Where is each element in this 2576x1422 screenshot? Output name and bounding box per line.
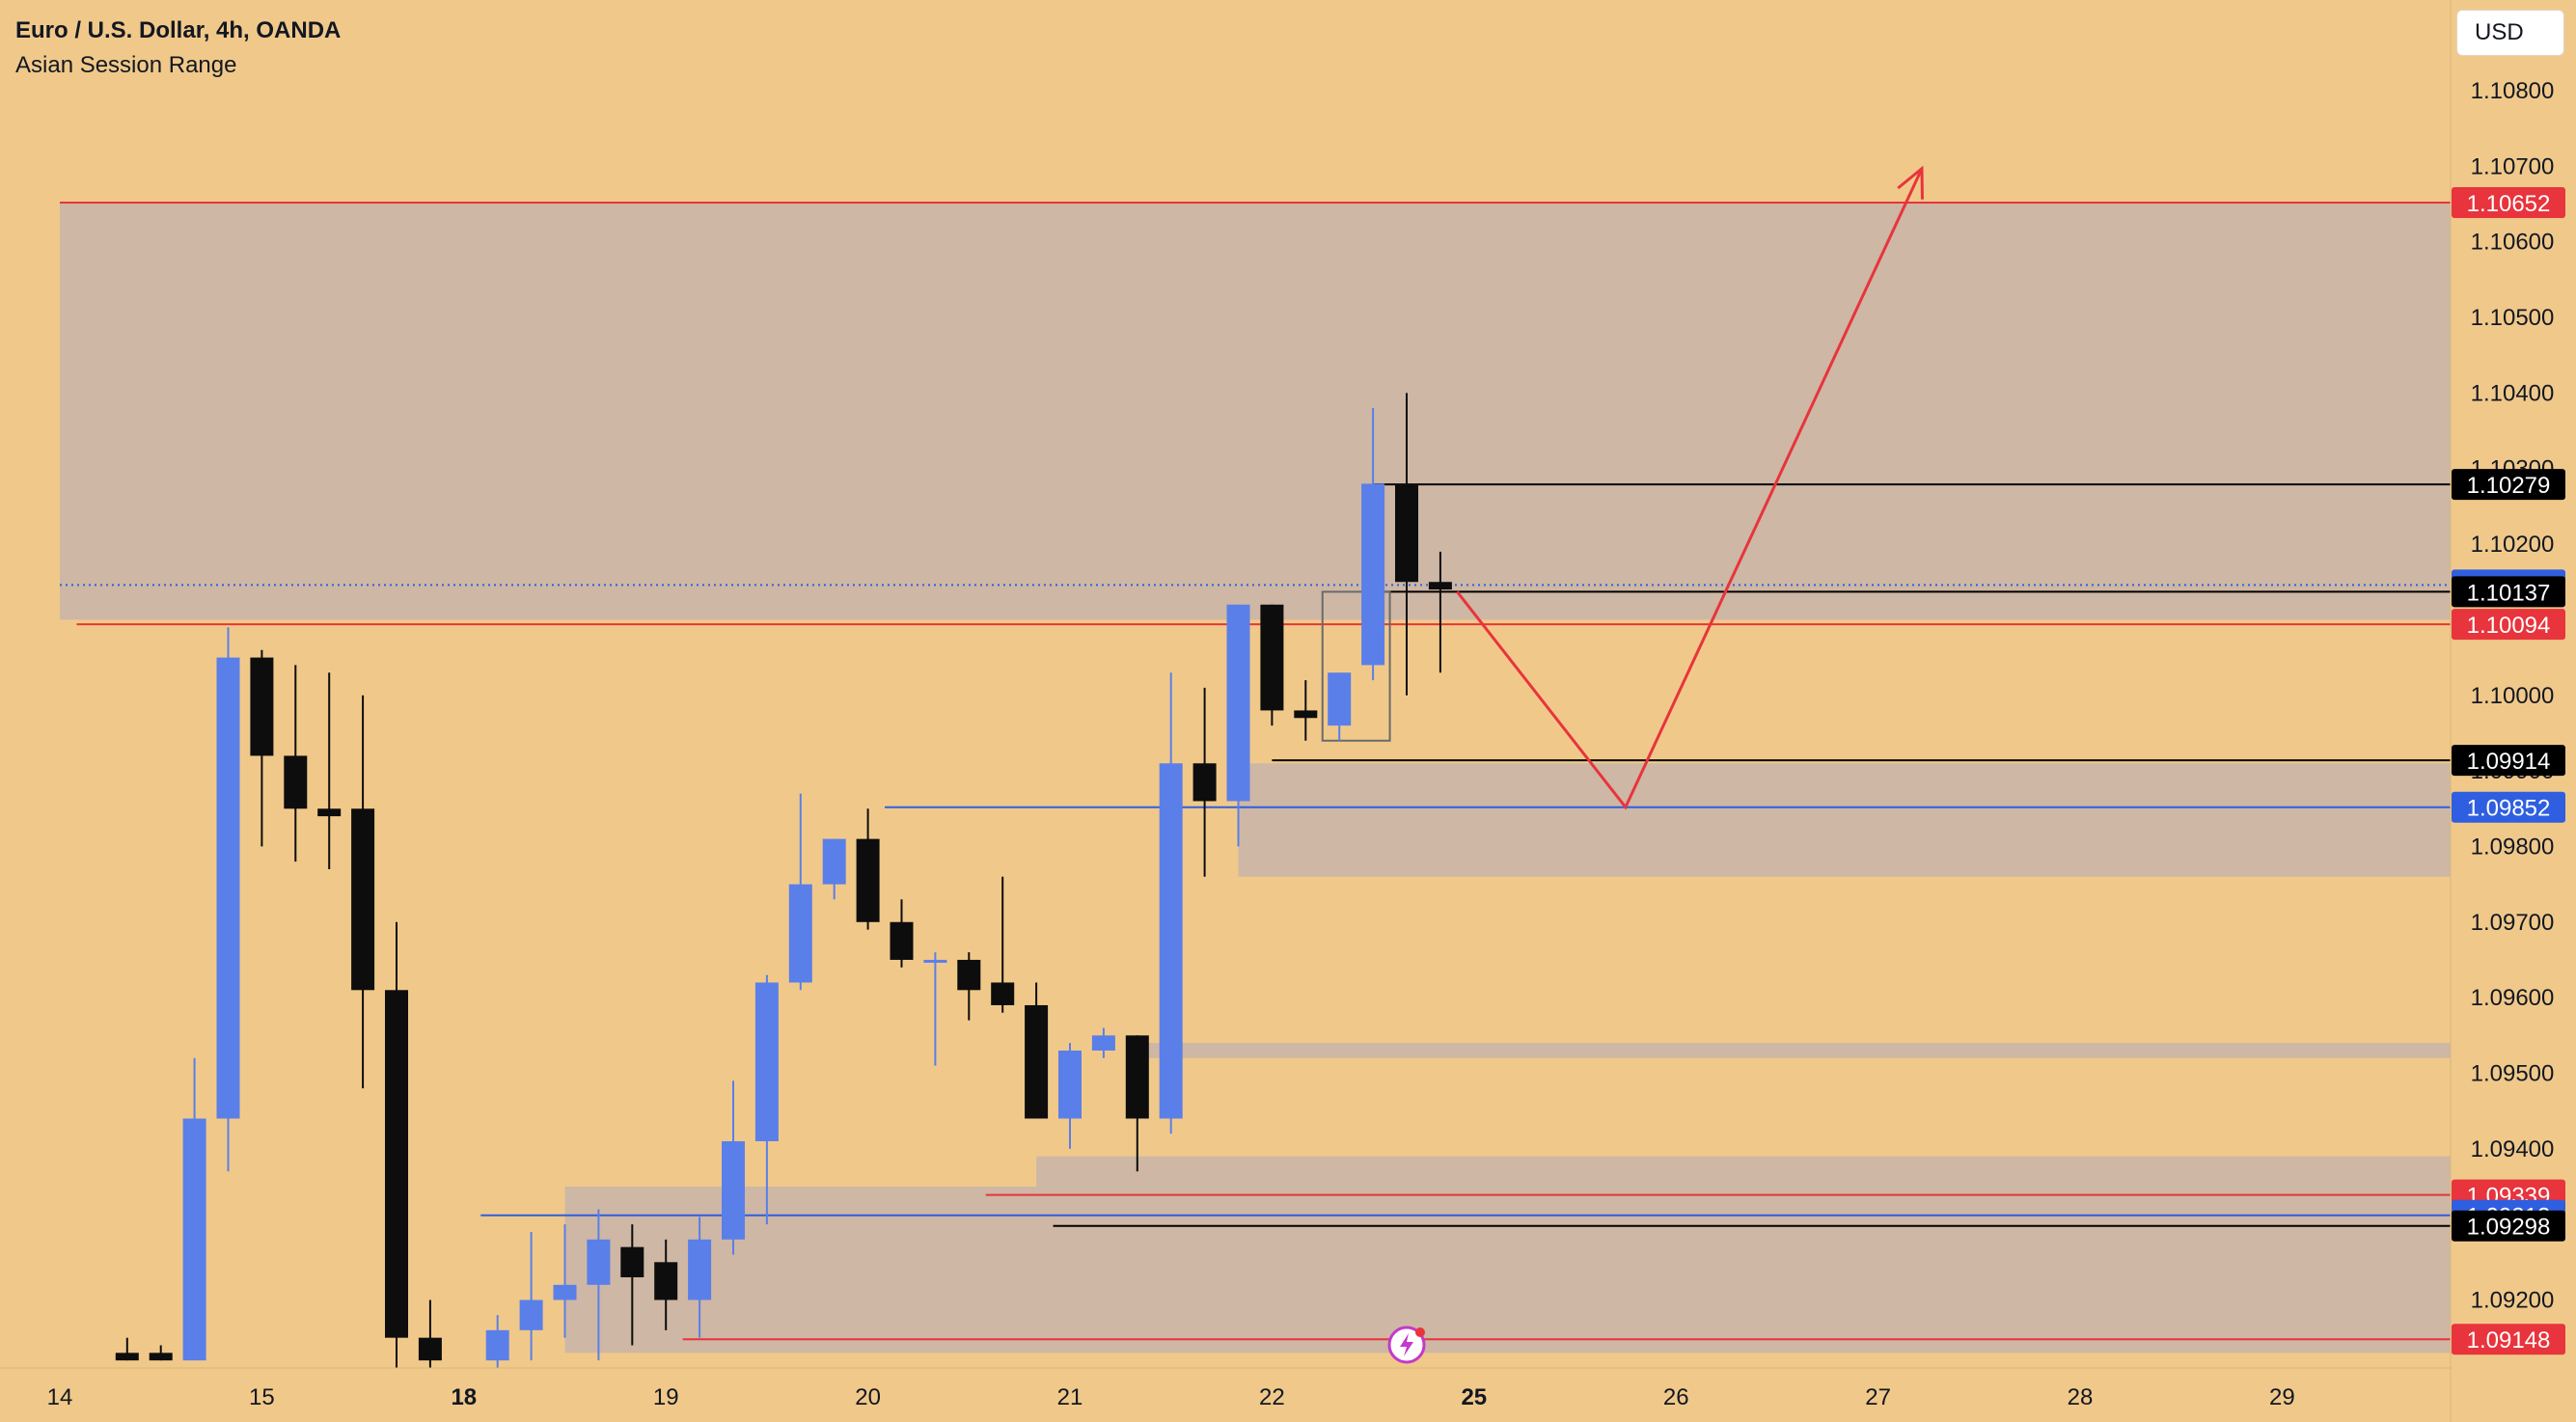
candle-body[interactable] <box>1091 1035 1115 1051</box>
candle-body[interactable] <box>1192 763 1217 802</box>
price-tag-label: 1.10279 <box>2467 473 2551 499</box>
y-tick-label: 1.09400 <box>2471 1136 2555 1162</box>
candle-body[interactable] <box>351 808 375 991</box>
asian-session-box[interactable] <box>1321 590 1391 742</box>
x-tick-label: 18 <box>451 1384 477 1410</box>
x-tick-label: 14 <box>47 1384 73 1410</box>
x-tick-label: 19 <box>653 1384 679 1410</box>
candle-body[interactable] <box>1428 582 1452 590</box>
candle-body[interactable] <box>991 982 1015 1005</box>
price-tag-1.09914[interactable] <box>2452 745 2565 777</box>
candle-body[interactable] <box>385 990 408 1338</box>
candle-body[interactable] <box>620 1246 644 1277</box>
y-tick-label: 1.09700 <box>2471 910 2555 936</box>
candle-body[interactable] <box>957 959 981 991</box>
candle-body[interactable] <box>216 657 240 1119</box>
candle-body[interactable] <box>1395 483 1418 583</box>
candle-body[interactable] <box>1226 604 1250 802</box>
y-tick-label: 1.10400 <box>2471 380 2555 406</box>
candle-body[interactable] <box>1159 763 1183 1119</box>
price-tag-label: 1.09148 <box>2467 1327 2551 1354</box>
price-tag-1.09298[interactable] <box>2452 1210 2565 1242</box>
candle-body[interactable] <box>317 808 342 817</box>
price-tag-label: 1.09914 <box>2467 749 2551 775</box>
small-demand-zone <box>1137 1043 2451 1058</box>
x-tick-label: 22 <box>1259 1384 1285 1410</box>
price-tag-1.10652[interactable] <box>2452 186 2565 218</box>
indicator-name[interactable]: Asian Session Range <box>15 52 237 78</box>
candle-body[interactable] <box>1361 483 1385 666</box>
price-tag-1.09852[interactable] <box>2452 791 2565 823</box>
candle-body[interactable] <box>485 1329 509 1361</box>
x-tick-label: 27 <box>1865 1384 1891 1410</box>
candle-body[interactable] <box>418 1337 442 1361</box>
candle-body[interactable] <box>754 982 779 1141</box>
y-tick-label: 1.10700 <box>2471 153 2555 179</box>
lower-demand-zone-a <box>1036 1156 2451 1187</box>
candle-body[interactable] <box>553 1284 577 1300</box>
price-tag-label: 1.10652 <box>2467 191 2551 217</box>
price-tag-label: 1.09298 <box>2467 1215 2551 1241</box>
projection-path[interactable] <box>1456 168 1924 810</box>
candle-body[interactable] <box>654 1262 678 1300</box>
candle-body[interactable] <box>1328 672 1352 726</box>
candle-body[interactable] <box>1125 1035 1149 1119</box>
x-tick-label: 28 <box>2068 1384 2094 1410</box>
price-tag-1.10137[interactable] <box>2452 576 2565 608</box>
price-tag-1.09148[interactable] <box>2452 1324 2565 1355</box>
mid-demand-zone <box>1238 763 2451 877</box>
y-tick-label: 1.10500 <box>2471 305 2555 331</box>
candle-body[interactable] <box>250 657 274 756</box>
candle-body[interactable] <box>688 1239 712 1300</box>
candle-body[interactable] <box>923 959 947 963</box>
candle-body[interactable] <box>822 838 846 885</box>
candle-body[interactable] <box>149 1353 173 1361</box>
x-tick-label: 25 <box>1461 1384 1487 1410</box>
upper-supply-zone <box>60 202 2451 620</box>
candle-body[interactable] <box>284 755 308 809</box>
candle-body[interactable] <box>722 1140 745 1240</box>
y-tick-label: 1.10200 <box>2471 532 2555 558</box>
x-tick-label: 15 <box>249 1384 275 1410</box>
candle-body[interactable] <box>890 921 914 960</box>
price-tag-1.10094[interactable] <box>2452 609 2565 641</box>
y-tick-label: 1.09500 <box>2471 1060 2555 1086</box>
y-tick-label: 1.10000 <box>2471 683 2555 709</box>
x-tick-label: 26 <box>1663 1384 1689 1410</box>
y-tick-label: 1.09200 <box>2471 1287 2555 1313</box>
candle-body[interactable] <box>182 1118 206 1361</box>
candle-body[interactable] <box>1058 1050 1082 1119</box>
x-tick-label: 20 <box>855 1384 881 1410</box>
candle-body[interactable] <box>788 884 812 983</box>
projection-arrowhead <box>1897 165 1924 200</box>
candle-body[interactable] <box>1260 604 1284 711</box>
price-tag-label: 1.09852 <box>2467 796 2551 822</box>
x-tick-label: 29 <box>2269 1384 2295 1410</box>
candle-body[interactable] <box>587 1239 611 1285</box>
lower-demand-zone-b <box>564 1186 2451 1354</box>
symbol-title[interactable]: Euro / U.S. Dollar, 4h, OANDA <box>15 17 342 43</box>
candle-body[interactable] <box>519 1299 543 1330</box>
candle-body[interactable] <box>115 1353 139 1361</box>
chart-legend: Euro / U.S. Dollar, 4h, OANDA Asian Sess… <box>15 14 341 83</box>
tradingview-lightning-icon[interactable] <box>1385 1322 1432 1368</box>
price-tag-1.10279[interactable] <box>2452 469 2565 501</box>
candle-body[interactable] <box>856 838 880 922</box>
x-tick-label: 21 <box>1057 1384 1083 1410</box>
candle-body[interactable] <box>1025 1004 1049 1119</box>
y-tick-label: 1.09600 <box>2471 985 2555 1011</box>
price-tag-label: 1.10137 <box>2467 580 2551 606</box>
y-tick-label: 1.10800 <box>2471 78 2555 104</box>
y-tick-label: 1.09800 <box>2471 834 2555 860</box>
price-tag-label: 1.10094 <box>2467 613 2551 639</box>
candle-body[interactable] <box>1294 710 1318 719</box>
y-tick-label: 1.10600 <box>2471 230 2555 256</box>
currency-button[interactable]: USD <box>2456 10 2564 56</box>
